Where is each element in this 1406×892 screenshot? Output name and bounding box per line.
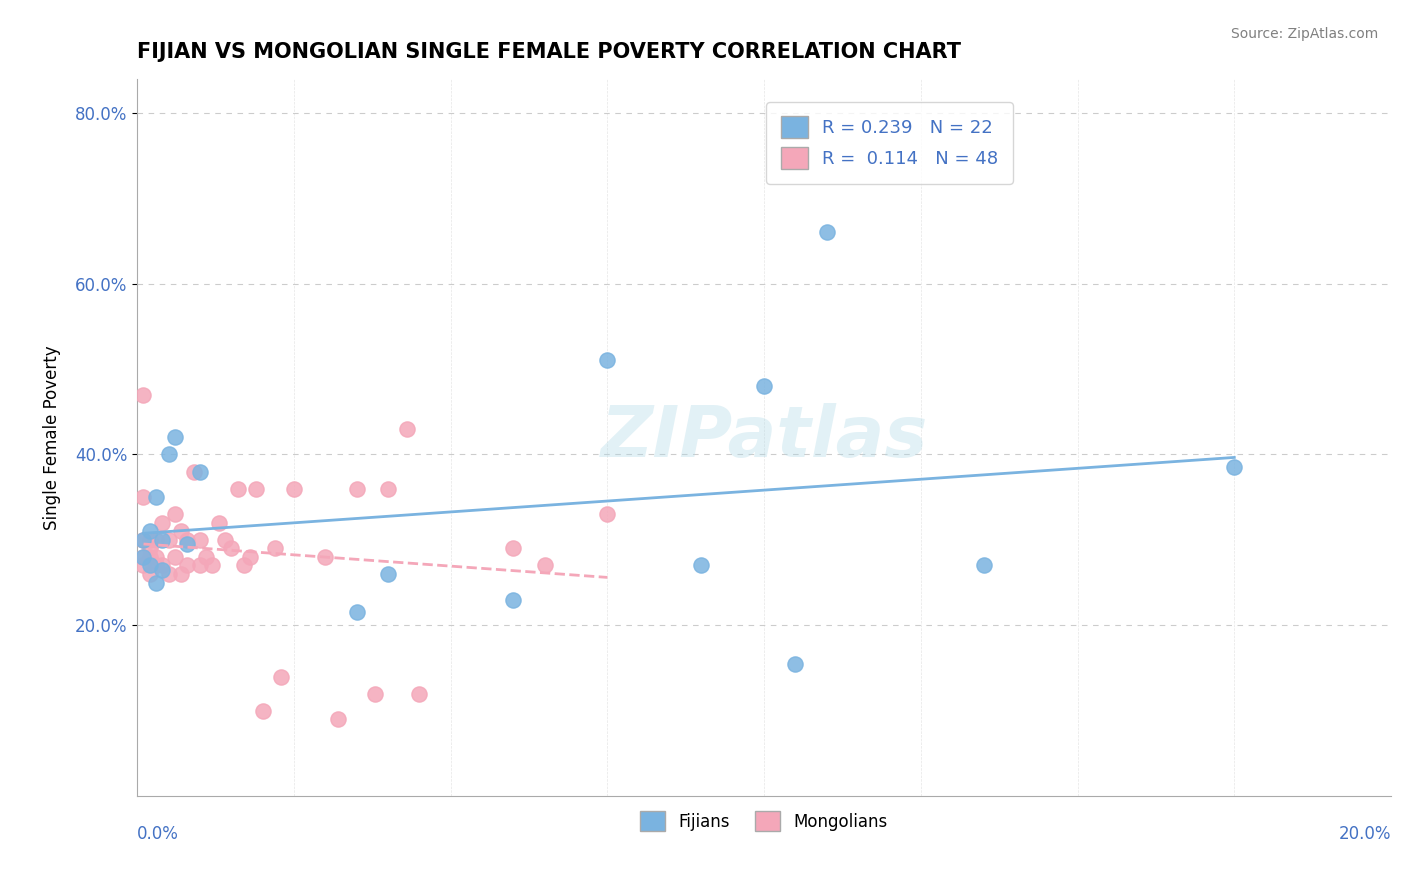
Point <box>596 353 619 368</box>
Point <box>183 465 205 479</box>
Point <box>346 482 368 496</box>
Legend: Fijians, Mongolians: Fijians, Mongolians <box>634 805 894 838</box>
Text: Source: ZipAtlas.com: Source: ZipAtlas.com <box>1230 27 1378 41</box>
Point <box>145 558 167 573</box>
Point <box>150 516 173 530</box>
Point <box>502 541 524 556</box>
Point <box>150 533 173 547</box>
Point <box>314 549 336 564</box>
Point <box>346 606 368 620</box>
Point <box>201 558 224 573</box>
Point <box>395 422 418 436</box>
Point <box>815 225 838 239</box>
Point <box>139 558 162 573</box>
Point <box>408 687 430 701</box>
Point <box>132 533 155 547</box>
Point <box>188 558 211 573</box>
Point <box>973 558 995 573</box>
Point <box>132 533 155 547</box>
Point <box>264 541 287 556</box>
Point <box>132 558 155 573</box>
Point <box>752 379 775 393</box>
Point <box>157 567 180 582</box>
Point <box>139 524 162 539</box>
Y-axis label: Single Female Poverty: Single Female Poverty <box>44 345 60 530</box>
Point <box>195 549 218 564</box>
Point <box>132 549 155 564</box>
Point <box>377 482 399 496</box>
Point <box>245 482 267 496</box>
Point <box>163 507 186 521</box>
Point <box>132 490 155 504</box>
Point <box>163 549 186 564</box>
Point <box>150 563 173 577</box>
Point <box>232 558 254 573</box>
Point <box>270 669 292 683</box>
Point <box>1223 460 1246 475</box>
Point <box>188 533 211 547</box>
Point <box>139 541 162 556</box>
Point <box>226 482 249 496</box>
Point <box>145 533 167 547</box>
Text: 0.0%: 0.0% <box>138 825 179 843</box>
Point <box>326 712 349 726</box>
Point <box>163 430 186 444</box>
Point <box>533 558 555 573</box>
Point <box>132 549 155 564</box>
Point <box>502 592 524 607</box>
Point <box>139 533 162 547</box>
Point <box>208 516 231 530</box>
Point <box>188 465 211 479</box>
Point <box>139 549 162 564</box>
Point <box>785 657 807 671</box>
Point <box>157 447 180 461</box>
Point <box>219 541 242 556</box>
Point <box>252 704 274 718</box>
Point <box>145 490 167 504</box>
Point <box>364 687 387 701</box>
Point <box>176 558 198 573</box>
Point <box>139 567 162 582</box>
Text: 20.0%: 20.0% <box>1339 825 1391 843</box>
Point <box>283 482 305 496</box>
Point <box>132 387 155 401</box>
Text: FIJIAN VS MONGOLIAN SINGLE FEMALE POVERTY CORRELATION CHART: FIJIAN VS MONGOLIAN SINGLE FEMALE POVERT… <box>138 42 962 62</box>
Point <box>239 549 262 564</box>
Point <box>145 549 167 564</box>
Text: ZIPatlas: ZIPatlas <box>600 403 928 472</box>
Point <box>214 533 236 547</box>
Point <box>176 537 198 551</box>
Point <box>596 507 619 521</box>
Point <box>690 558 713 573</box>
Point <box>150 558 173 573</box>
Point <box>145 575 167 590</box>
Point <box>377 567 399 582</box>
Point <box>157 533 180 547</box>
Point <box>170 567 193 582</box>
Point <box>176 533 198 547</box>
Point <box>170 524 193 539</box>
